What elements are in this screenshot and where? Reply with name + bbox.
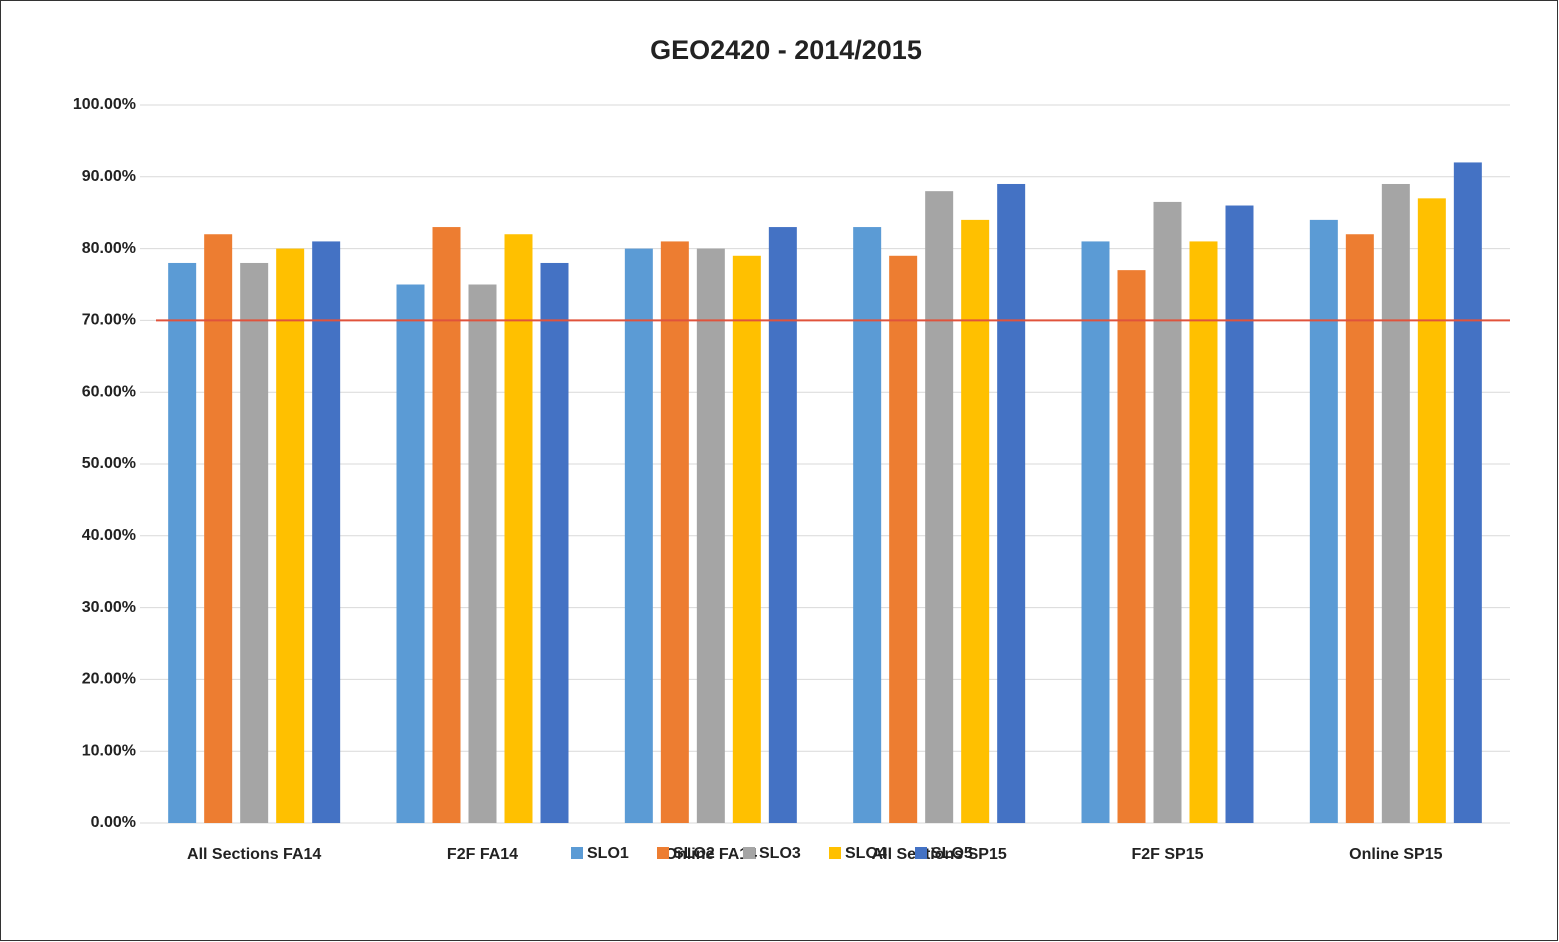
legend-swatch <box>571 847 583 859</box>
legend-label: SLO1 <box>587 845 629 862</box>
bar <box>468 284 497 823</box>
bar <box>1153 201 1182 823</box>
y-tick-label: 60.00% <box>82 383 136 400</box>
x-tick-label: Online SP15 <box>1349 846 1442 863</box>
legend-swatch <box>915 847 927 859</box>
y-tick-label: 70.00% <box>82 312 136 329</box>
bar <box>1381 183 1410 824</box>
bar <box>396 284 425 823</box>
bar <box>660 241 689 824</box>
bar <box>732 255 761 823</box>
x-tick-label: All Sections FA14 <box>187 846 321 863</box>
bar <box>312 241 341 824</box>
x-tick-label: F2F SP15 <box>1131 846 1203 863</box>
bar <box>1117 270 1146 823</box>
bar <box>1309 219 1338 823</box>
x-tick-label: F2F FA14 <box>447 846 518 863</box>
bar <box>1189 241 1218 824</box>
legend-label: SLO2 <box>673 845 715 862</box>
bar <box>240 262 269 824</box>
y-tick-label: 0.00% <box>91 814 136 831</box>
bar <box>276 248 305 824</box>
bar <box>1345 234 1374 824</box>
bar <box>1453 162 1482 823</box>
bar <box>925 191 954 823</box>
bar <box>889 255 918 823</box>
bar <box>1081 241 1110 824</box>
legend-label: SLO4 <box>845 845 887 862</box>
bar <box>624 248 653 824</box>
bar <box>504 234 533 824</box>
legend-label: SLO5 <box>931 845 973 862</box>
y-tick-label: 50.00% <box>82 455 136 472</box>
bar <box>961 219 990 823</box>
bar <box>997 183 1026 824</box>
legend-swatch <box>657 847 669 859</box>
bar <box>1417 198 1446 824</box>
bar <box>853 227 882 823</box>
bar <box>1225 205 1254 823</box>
y-tick-label: 100.00% <box>73 96 136 113</box>
y-tick-label: 10.00% <box>82 742 136 759</box>
x-tick-label: Online FA14 <box>665 846 758 863</box>
bar <box>204 234 233 824</box>
y-tick-label: 20.00% <box>82 671 136 688</box>
bar <box>432 227 461 823</box>
bar <box>696 248 725 824</box>
legend-label: SLO3 <box>759 845 801 862</box>
legend-swatch <box>743 847 755 859</box>
bar <box>540 262 569 824</box>
x-tick-label: All Sections SP15 <box>872 846 1007 863</box>
y-tick-label: 90.00% <box>82 168 136 185</box>
chart-title: GEO2420 - 2014/2015 <box>650 35 922 65</box>
y-tick-label: 40.00% <box>82 527 136 544</box>
y-tick-label: 30.00% <box>82 599 136 616</box>
bar <box>768 227 797 823</box>
y-tick-label: 80.00% <box>82 240 136 257</box>
bar <box>168 262 197 824</box>
legend-swatch <box>829 847 841 859</box>
